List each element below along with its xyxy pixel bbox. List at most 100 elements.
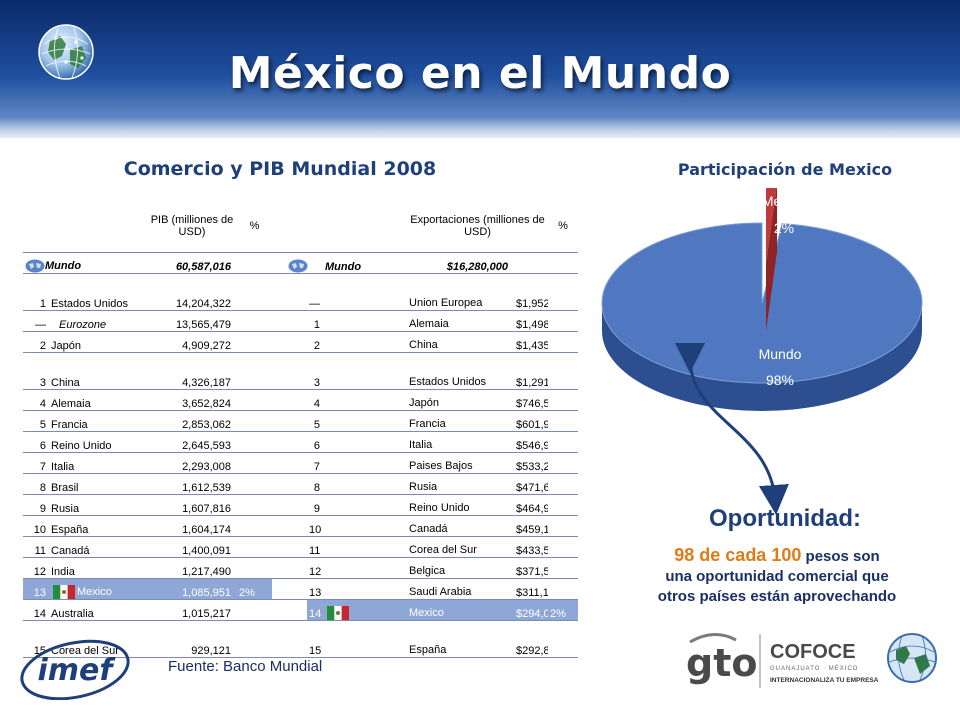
export-flag-cell xyxy=(323,620,408,658)
svg-text:GUANAJUATO · MÉXICO: GUANAJUATO · MÉXICO xyxy=(770,665,858,672)
globe-icon xyxy=(38,24,94,80)
gdp-pct xyxy=(237,494,272,516)
gdp-pct xyxy=(237,331,272,353)
export-pct xyxy=(548,578,579,600)
export-rank: 9 xyxy=(307,494,323,516)
world-map-icon xyxy=(25,259,45,273)
gdp-country: Canadá xyxy=(49,536,147,558)
gdp-pct xyxy=(237,620,272,658)
svg-text:COFOCE: COFOCE xyxy=(770,641,856,663)
gdp-pct xyxy=(237,352,272,390)
export-pct xyxy=(548,515,579,537)
export-country: Mexico xyxy=(407,599,515,621)
opportunity-highlight: 98 de cada 100 xyxy=(674,545,802,565)
export-rank: 11 xyxy=(307,536,323,558)
gdp-country: India xyxy=(49,557,147,579)
export-pct xyxy=(548,620,579,658)
gdp-pct xyxy=(237,452,272,474)
gdp-country: Francia xyxy=(49,410,147,432)
table-header-row: PIB (milliones de USD) % Exportaciones (… xyxy=(23,200,579,253)
opportunity-line1: pesos son xyxy=(801,548,880,565)
opportunity-title: Oportunidad: xyxy=(709,505,861,532)
gdp-value: 4,909,272 xyxy=(147,331,237,353)
header-pib: PIB (milliones de USD) xyxy=(147,200,237,253)
export-rank: 12 xyxy=(307,557,323,579)
table-row: 1 Estados Unidos 14,204,322 — Union Europea $… xyxy=(23,273,579,311)
export-flag-cell xyxy=(323,494,408,516)
gdp-rank: 4 xyxy=(23,389,49,411)
pie-title: Participación de Mexico xyxy=(677,160,893,179)
export-flag-cell xyxy=(323,410,408,432)
gdp-exports-table: PIB (milliones de USD) % Exportaciones (… xyxy=(23,200,579,658)
export-rank: 8 xyxy=(307,473,323,495)
export-value: $1,291,000 xyxy=(514,352,549,390)
export-country: Corea del Sur xyxy=(407,536,515,558)
export-flag-cell xyxy=(323,557,408,579)
export-country: Union Europea xyxy=(407,273,515,311)
source-note: Fuente: Banco Mundial xyxy=(168,658,323,675)
export-rank: 4 xyxy=(307,389,323,411)
export-country: Rusia xyxy=(407,473,515,495)
export-rank: 7 xyxy=(307,452,323,474)
gdp-rank: 5 xyxy=(23,410,49,432)
gdp-pct xyxy=(237,310,272,332)
gdp-country: Australia xyxy=(49,599,147,621)
gdp-rank: 8 xyxy=(23,473,49,495)
gdp-value: 1,400,091 xyxy=(147,536,237,558)
gdp-value: 1,015,217 xyxy=(147,599,237,621)
export-pct xyxy=(548,494,579,516)
export-rank: 13 xyxy=(307,578,323,600)
export-pct xyxy=(548,389,579,411)
gdp-pct xyxy=(237,431,272,453)
export-value: $601,900 xyxy=(514,410,549,432)
export-country: Francia xyxy=(407,410,515,432)
gdp-country: China xyxy=(49,352,147,390)
table-title: Comercio y PIB Mundial 2008 xyxy=(123,158,437,180)
gdp-value: 1,612,539 xyxy=(147,473,237,495)
gdp-rank: 10 xyxy=(23,515,49,537)
gdp-country: Eurozone xyxy=(49,310,147,332)
pie-slice-mexico-side xyxy=(766,188,778,331)
gdp-country: Rusia xyxy=(49,494,147,516)
opportunity-line3: otros países están aprovechando xyxy=(657,588,897,605)
svg-text:imef: imef xyxy=(38,653,117,688)
gdp-rank: 3 xyxy=(23,352,49,390)
gdp-value: 3,652,824 xyxy=(147,389,237,411)
export-pct xyxy=(548,331,579,353)
export-value: $746,500 xyxy=(514,389,549,411)
export-country: Estados Unidos xyxy=(407,352,515,390)
export-flag-cell xyxy=(323,599,408,621)
gdp-country: Reino Unido xyxy=(49,431,147,453)
gdp-country: Alemaia xyxy=(49,389,147,411)
gdp-pct xyxy=(237,389,272,411)
export-flag-cell xyxy=(323,473,408,495)
export-flag-cell xyxy=(323,578,408,600)
gdp-country: Italia xyxy=(49,452,147,474)
export-pct xyxy=(548,431,579,453)
svg-text:gto: gto xyxy=(686,641,757,685)
export-flag-cell xyxy=(323,536,408,558)
gdp-pct xyxy=(237,410,272,432)
export-value: $433,500 xyxy=(514,536,549,558)
export-pct xyxy=(548,473,579,495)
export-country: Italia xyxy=(407,431,515,453)
export-country: Belgica xyxy=(407,557,515,579)
world-exports: $16,280,000 xyxy=(407,252,515,274)
page-title: México en el Mundo xyxy=(228,48,732,99)
export-country: Alemaia xyxy=(407,310,515,332)
mexico-flag-icon xyxy=(327,606,349,620)
export-value: $459,100 xyxy=(514,515,549,537)
export-flag-cell xyxy=(323,389,408,411)
world-gdp: 60,587,016 xyxy=(147,252,237,274)
world-row: Mundo 60,587,016 Mundo $16,280,000 xyxy=(23,252,579,274)
mexico-flag-icon xyxy=(53,585,75,599)
gdp-value: 4,326,187 xyxy=(147,352,237,390)
